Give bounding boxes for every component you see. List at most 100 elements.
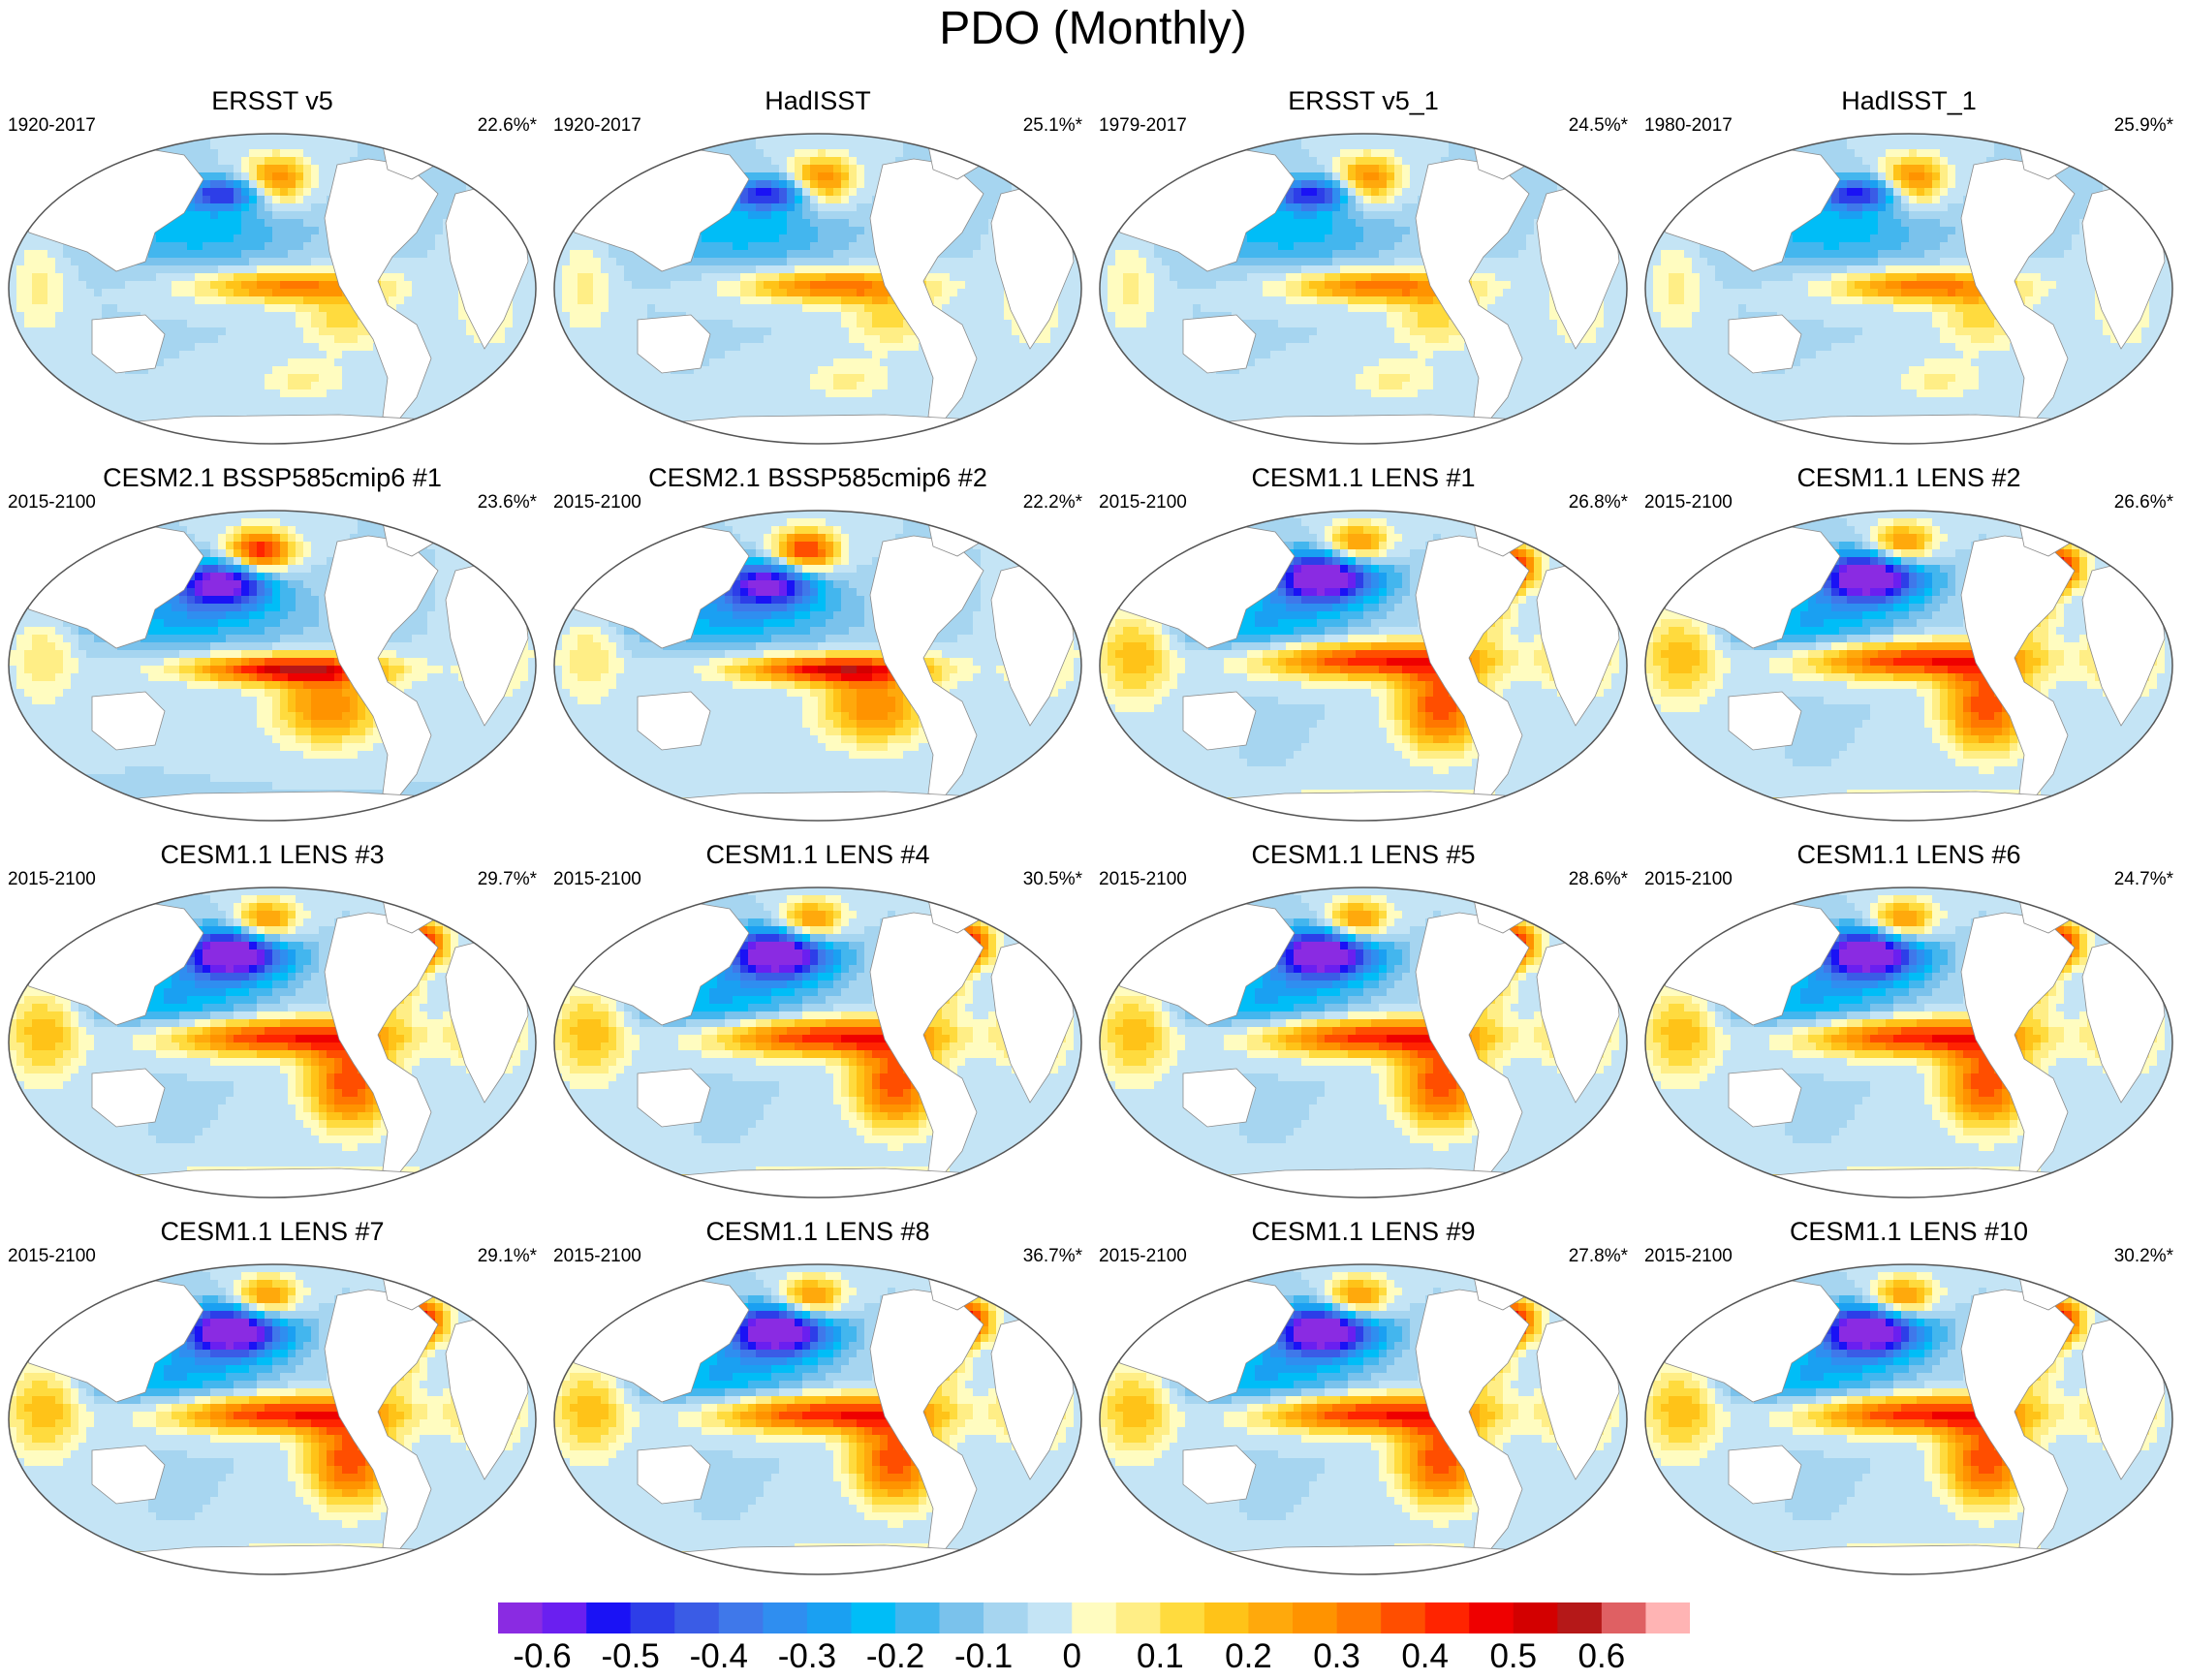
colorbar-swatch [1203, 1602, 1249, 1633]
panel-period: 2015-2100 [553, 868, 641, 891]
colorbar [498, 1602, 1690, 1633]
colorbar-swatch [1293, 1602, 1337, 1633]
landmass [869, 912, 984, 1176]
panel-variance: 22.6%* [478, 114, 537, 138]
panel-variance: 23.6%* [478, 491, 537, 514]
colorbar-swatch [1381, 1602, 1425, 1633]
map-outline [1099, 887, 1628, 1198]
map-panel: CESM1.1 LENS #1 2015-2100 26.8%* [1091, 462, 1636, 845]
landmass [602, 1167, 1050, 1198]
landmass [1960, 158, 2076, 422]
map-panel: CESM1.1 LENS #6 2015-2100 24.7%* [1637, 839, 2181, 1222]
colorbar-swatch [1513, 1602, 1558, 1633]
landmass [56, 1167, 505, 1198]
colorbar-swatch [1424, 1602, 1470, 1633]
panel-title: CESM1.1 LENS #7 [0, 1216, 545, 1247]
panel-period: 2015-2100 [553, 491, 641, 514]
panel-variance: 30.2%* [2114, 1245, 2173, 1268]
landmass [1693, 791, 2141, 821]
panel-period: 2015-2100 [1644, 491, 1733, 514]
colorbar-swatch [1072, 1602, 1117, 1633]
panel-title: ERSST v5 [0, 85, 545, 116]
panel-title: CESM1.1 LENS #5 [1091, 839, 1636, 870]
panel-variance: 26.8%* [1569, 491, 1628, 514]
panel-variance: 24.5%* [1569, 114, 1628, 138]
panel-period: 2015-2100 [8, 1245, 96, 1268]
sst-pattern [1645, 887, 2172, 1198]
landmass [1960, 535, 2076, 799]
landmass [1415, 912, 1530, 1176]
map-field [1099, 887, 1628, 1198]
landmass [1693, 1167, 2141, 1198]
panel-variance: 29.1%* [478, 1245, 537, 1268]
panel-title: CESM1.1 LENS #8 [546, 1216, 1090, 1247]
landmass [1728, 1068, 1802, 1128]
colorbar-tick-label: -0.2 [866, 1637, 924, 1676]
colorbar-tick-label: 0.3 [1313, 1637, 1360, 1676]
landmass [56, 791, 505, 821]
map-field [8, 510, 537, 822]
colorbar-swatch [895, 1602, 940, 1633]
colorbar-swatch [586, 1602, 631, 1633]
colorbar-swatch [1115, 1602, 1161, 1633]
panel-period: 2015-2100 [8, 491, 96, 514]
panel-variance: 29.7%* [478, 868, 537, 891]
panel-title: HadISST [546, 85, 1090, 116]
landmass [869, 535, 984, 799]
panel-period: 2015-2100 [1644, 1245, 1733, 1268]
map-field [553, 1263, 1082, 1575]
landmass [1182, 1445, 1257, 1505]
colorbar-swatch [1248, 1602, 1294, 1633]
sst-pattern [1100, 1264, 1627, 1574]
map-field [553, 133, 1082, 445]
colorbar-swatch [630, 1602, 675, 1633]
landmass [1960, 912, 2076, 1176]
landmass [1147, 1167, 1596, 1198]
panel-title: CESM1.1 LENS #4 [546, 839, 1090, 870]
panel-variance: 30.5%* [1023, 868, 1082, 891]
map-field [553, 510, 1082, 822]
sst-pattern [1100, 887, 1627, 1198]
colorbar-tick-label: -0.6 [513, 1637, 571, 1676]
landmass [602, 791, 1050, 821]
map-panel: CESM1.1 LENS #3 2015-2100 29.7%* [0, 839, 545, 1222]
colorbar-tick-label: 0.6 [1578, 1637, 1626, 1676]
map-panel: CESM2.1 BSSP585cmip6 #1 2015-2100 23.6%* [0, 462, 545, 845]
panel-period: 2015-2100 [1644, 868, 1733, 891]
sst-pattern [554, 511, 1081, 821]
colorbar-swatch [1160, 1602, 1205, 1633]
map-outline [1644, 887, 2173, 1198]
landmass [1147, 414, 1596, 444]
panel-period: 1979-2017 [1099, 114, 1187, 138]
map-panel: CESM1.1 LENS #4 2015-2100 30.5%* [546, 839, 1090, 1222]
colorbar-tick-label: 0.4 [1401, 1637, 1449, 1676]
map-panel: CESM1.1 LENS #7 2015-2100 29.1%* [0, 1216, 545, 1599]
map-outline [1099, 1263, 1628, 1575]
landmass [602, 1544, 1050, 1574]
landmass [637, 1445, 711, 1505]
map-outline [8, 887, 537, 1198]
colorbar-swatch [498, 1602, 543, 1633]
panel-variance: 22.2%* [1023, 491, 1082, 514]
landmass [91, 314, 166, 374]
panel-title: CESM1.1 LENS #6 [1637, 839, 2181, 870]
landmass [1182, 314, 1257, 374]
map-panel: CESM1.1 LENS #10 2015-2100 30.2%* [1637, 1216, 2181, 1599]
colorbar-swatch [984, 1602, 1028, 1633]
map-outline [553, 510, 1082, 822]
map-panel: CESM1.1 LENS #8 2015-2100 36.7%* [546, 1216, 1090, 1599]
panel-variance: 24.7%* [2114, 868, 2173, 891]
map-panel: HadISST_1 1980-2017 25.9%* [1637, 85, 2181, 468]
map-outline [8, 133, 537, 445]
panel-variance: 25.1%* [1023, 114, 1082, 138]
sst-pattern [1645, 1264, 2172, 1574]
colorbar-swatch [1469, 1602, 1515, 1633]
panel-title: CESM1.1 LENS #2 [1637, 462, 2181, 493]
sst-pattern [9, 887, 536, 1198]
panel-period: 1920-2017 [553, 114, 641, 138]
map-panel: ERSST v5 1920-2017 22.6%* [0, 85, 545, 468]
landmass [637, 314, 711, 374]
panel-period: 2015-2100 [1099, 1245, 1187, 1268]
colorbar-swatch [851, 1602, 896, 1633]
sst-pattern [554, 1264, 1081, 1574]
